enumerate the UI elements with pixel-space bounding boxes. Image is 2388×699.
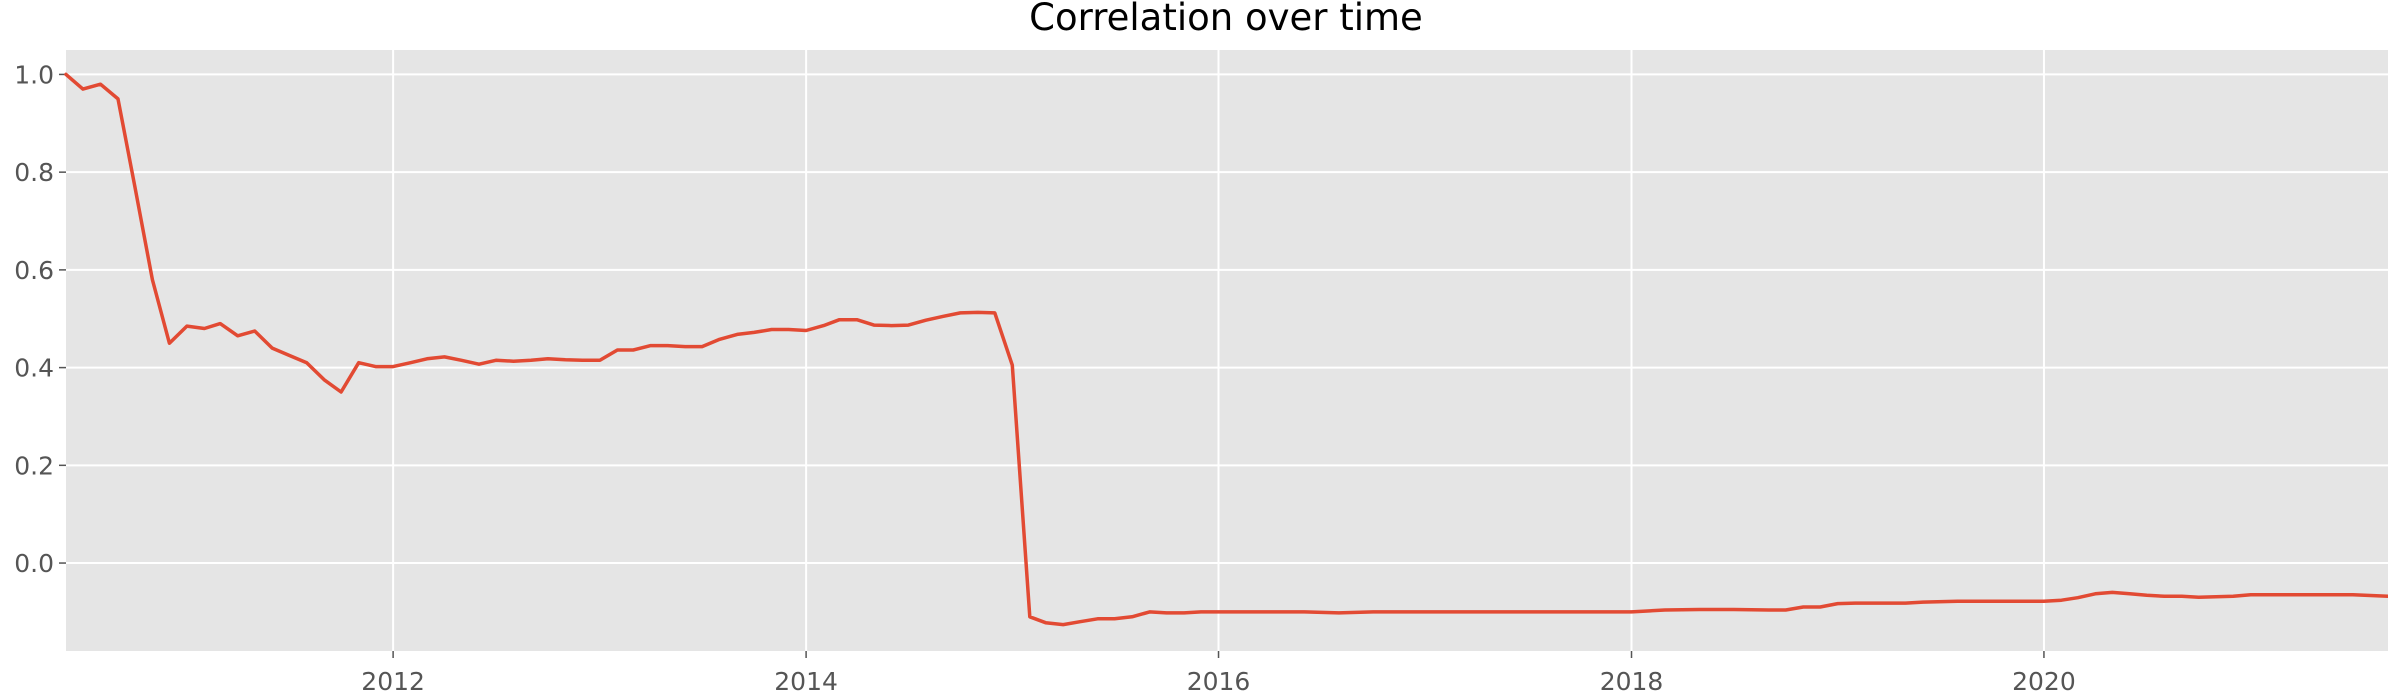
y-tick-label: 0.6 (14, 256, 54, 285)
y-tick-label: 0.8 (14, 158, 54, 187)
x-tick-label: 2020 (2012, 667, 2076, 696)
y-tick-label: 0.4 (14, 354, 54, 383)
plot-area: 2012 2014 2016 2018 2020 0.0 0.2 0.4 0.6 0.8 1.0 (14, 50, 2388, 696)
x-tick-label: 2012 (361, 667, 425, 696)
y-tick-label: 1.0 (14, 60, 54, 89)
series-line-0 (64, 72, 2388, 627)
x-tick-label: 2016 (1187, 667, 1251, 696)
y-tick-label: 0.0 (14, 549, 54, 578)
x-tick-label: 2018 (1600, 667, 1664, 696)
chart-title: Correlation over time (1029, 0, 1423, 39)
y-tick-label: 0.2 (14, 451, 54, 480)
x-tick-label: 2014 (774, 667, 838, 696)
plot-background (66, 50, 2388, 651)
